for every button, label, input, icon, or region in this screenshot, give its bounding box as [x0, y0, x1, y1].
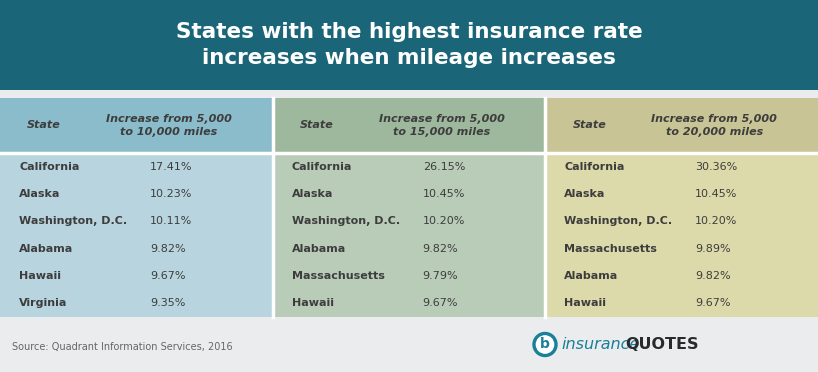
Text: Hawaii: Hawaii [19, 271, 61, 281]
Text: Alaska: Alaska [564, 189, 606, 199]
Text: Hawaii: Hawaii [564, 298, 606, 308]
Bar [0, 98, 272, 153]
Text: Increase from 5,000
to 15,000 miles: Increase from 5,000 to 15,000 miles [379, 114, 505, 137]
Text: California: California [564, 162, 625, 171]
Text: States with the highest insurance rate
increases when mileage increases: States with the highest insurance rate i… [176, 22, 642, 68]
Bar [272, 98, 546, 153]
Text: 10.20%: 10.20% [695, 217, 738, 226]
Text: Alabama: Alabama [19, 244, 74, 254]
Text: 9.67%: 9.67% [423, 298, 458, 308]
Bar [0, 153, 272, 317]
Text: Alaska: Alaska [292, 189, 333, 199]
Text: Increase from 5,000
to 20,000 miles: Increase from 5,000 to 20,000 miles [651, 114, 777, 137]
Circle shape [533, 333, 557, 356]
Text: 9.82%: 9.82% [150, 244, 186, 254]
Text: 10.45%: 10.45% [423, 189, 465, 199]
Text: State: State [300, 121, 334, 131]
Text: State: State [27, 121, 61, 131]
Text: California: California [19, 162, 79, 171]
Bar [272, 153, 546, 317]
Text: 10.11%: 10.11% [150, 217, 192, 226]
Text: 9.67%: 9.67% [695, 298, 730, 308]
Text: Hawaii: Hawaii [292, 298, 334, 308]
Text: Virginia: Virginia [19, 298, 67, 308]
Text: California: California [292, 162, 352, 171]
Text: Washington, D.C.: Washington, D.C. [19, 217, 128, 226]
Bar [546, 98, 818, 153]
Text: Increase from 5,000
to 10,000 miles: Increase from 5,000 to 10,000 miles [106, 114, 232, 137]
Text: Alabama: Alabama [564, 271, 618, 281]
Text: State: State [573, 121, 606, 131]
Text: Alabama: Alabama [292, 244, 346, 254]
Text: 10.20%: 10.20% [423, 217, 465, 226]
Circle shape [537, 336, 554, 353]
Text: Alaska: Alaska [19, 189, 61, 199]
Text: 9.82%: 9.82% [423, 244, 458, 254]
Text: Source: Quadrant Information Services, 2016: Source: Quadrant Information Services, 2… [12, 342, 232, 352]
Text: 9.67%: 9.67% [150, 271, 186, 281]
Text: Massachusetts: Massachusetts [564, 244, 658, 254]
Text: 9.89%: 9.89% [695, 244, 731, 254]
Text: 10.23%: 10.23% [150, 189, 192, 199]
Bar [546, 153, 818, 317]
Text: 9.79%: 9.79% [423, 271, 458, 281]
Text: Washington, D.C.: Washington, D.C. [564, 217, 672, 226]
Text: QUOTES: QUOTES [625, 337, 699, 352]
Text: 9.35%: 9.35% [150, 298, 186, 308]
Text: 10.45%: 10.45% [695, 189, 738, 199]
Text: Washington, D.C.: Washington, D.C. [292, 217, 400, 226]
Text: b: b [540, 337, 550, 352]
Text: 30.36%: 30.36% [695, 162, 738, 171]
Text: insurance: insurance [561, 337, 639, 352]
Text: 17.41%: 17.41% [150, 162, 192, 171]
Text: Massachusetts: Massachusetts [292, 271, 384, 281]
Text: 9.82%: 9.82% [695, 271, 731, 281]
Bar [0, 0, 818, 90]
Text: 26.15%: 26.15% [423, 162, 465, 171]
